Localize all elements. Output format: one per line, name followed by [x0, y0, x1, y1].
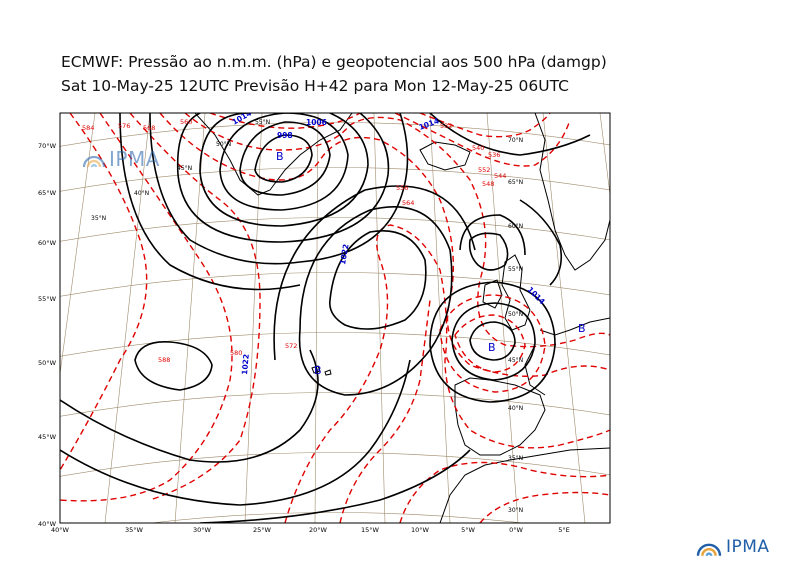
bottom-axis-label: 25°W: [253, 526, 272, 534]
height-label: 580: [230, 349, 242, 357]
bottom-axis-labels: 40°W 35°W 30°W 25°W 20°W 15°W 10°W 5°W 0…: [51, 526, 570, 534]
pressure-label: 1006: [306, 118, 327, 127]
height-label: 588: [158, 356, 170, 364]
africa-coast: [439, 447, 610, 523]
bottom-axis-label: 20°W: [309, 526, 328, 534]
height-label: 584: [82, 124, 94, 132]
grid-lat-label: 55°N: [508, 266, 523, 273]
grid-lon-label: 40°N: [134, 190, 149, 197]
europe-north-coast: [539, 317, 610, 336]
height-label: 576: [118, 122, 130, 130]
pressure-label: 998: [277, 131, 293, 140]
ipma-arc-icon: [696, 543, 722, 557]
pressure-contours: [60, 113, 591, 523]
height-label: 564: [402, 199, 414, 207]
pressure-label: 1022: [240, 354, 251, 376]
graticule-labels: 70°N 65°N 60°N 55°N 50°N 45°N 40°N 35°N …: [91, 119, 523, 514]
grid-lon-label: 45°N: [177, 165, 192, 172]
grid-lon-label: 35°N: [91, 215, 106, 222]
coastlines: [194, 113, 610, 523]
left-axis-labels: 70°W 65°W 60°W 55°W 50°W 45°W 40°W: [38, 142, 57, 528]
left-axis-label: 55°W: [38, 295, 57, 303]
grid-lat-label: 60°N: [508, 223, 523, 230]
grid-lat-label: 65°N: [508, 179, 523, 186]
grid-lon-label: 50°N: [216, 141, 231, 148]
france-coast: [524, 344, 546, 396]
grid-lat-label: 70°N: [508, 137, 523, 144]
height-label: 544: [494, 172, 506, 180]
bottom-axis-label: 5°E: [558, 526, 570, 534]
ipma-logo: IPMA: [695, 536, 770, 558]
height-label: 532: [440, 122, 452, 130]
low-center-marker: B: [314, 364, 322, 377]
height-label: 548: [482, 180, 494, 188]
great-britain-coast: [501, 254, 531, 331]
left-axis-label: 60°W: [38, 239, 57, 247]
low-centers: B B B B: [276, 150, 586, 377]
grid-lat-label: 40°N: [508, 405, 523, 412]
greenland-coast: [194, 113, 353, 196]
low-center-marker: B: [276, 150, 284, 163]
grid-lat-label: 50°N: [508, 311, 523, 318]
bottom-axis-label: 35°W: [125, 526, 144, 534]
left-axis-label: 65°W: [38, 189, 57, 197]
scandinavia-coast: [534, 113, 610, 271]
grid-lat-label: 35°N: [508, 455, 523, 462]
bottom-axis-label: 15°W: [361, 526, 380, 534]
height-label: 560: [180, 118, 192, 126]
height-label: 568: [143, 124, 155, 132]
ipma-logo-text: IPMA: [726, 537, 770, 557]
low-center-marker: B: [488, 341, 496, 354]
iceland-coast: [419, 141, 471, 171]
height-label: 536: [488, 151, 500, 159]
left-axis-label: 70°W: [38, 142, 57, 150]
height-label: 556: [396, 184, 408, 192]
bottom-axis-label: 40°W: [51, 526, 70, 534]
height-label: 572: [285, 342, 297, 350]
ireland-coast: [482, 279, 503, 309]
azores-island: [324, 369, 332, 376]
left-axis-label: 40°W: [38, 520, 57, 528]
height-label: 540: [472, 144, 484, 152]
ipma-arc-icon: [82, 155, 106, 168]
grid-lon-label: 55°N: [255, 119, 270, 126]
geopotential-contours: [60, 113, 610, 523]
low-center-marker: B: [578, 322, 586, 335]
bottom-axis-label: 5°W: [461, 526, 475, 534]
left-axis-label: 50°W: [38, 359, 57, 367]
bottom-axis-label: 10°W: [411, 526, 430, 534]
ipma-watermark-text: IPMA: [109, 147, 160, 171]
height-label: 552: [478, 166, 490, 174]
map-frame: [59, 112, 611, 524]
iberia-coast: [454, 377, 546, 456]
chart-title-line2: Sat 10-May-25 12UTC Previsão H+42 para M…: [61, 77, 569, 95]
left-axis-label: 45°W: [38, 433, 57, 441]
bottom-axis-label: 30°W: [193, 526, 212, 534]
bottom-axis-label: 0°W: [509, 526, 523, 534]
height-labels: 584 576 568 560 552 544 536 548 540 532 …: [82, 118, 506, 364]
pressure-label: 1022: [338, 243, 350, 265]
chart-title-line1: ECMWF: Pressão ao n.m.m. (hPa) e geopote…: [61, 53, 607, 71]
grid-lat-label: 45°N: [508, 357, 523, 364]
grid-lat-label: 30°N: [508, 507, 523, 514]
ipma-watermark-logo: IPMA: [82, 147, 160, 171]
